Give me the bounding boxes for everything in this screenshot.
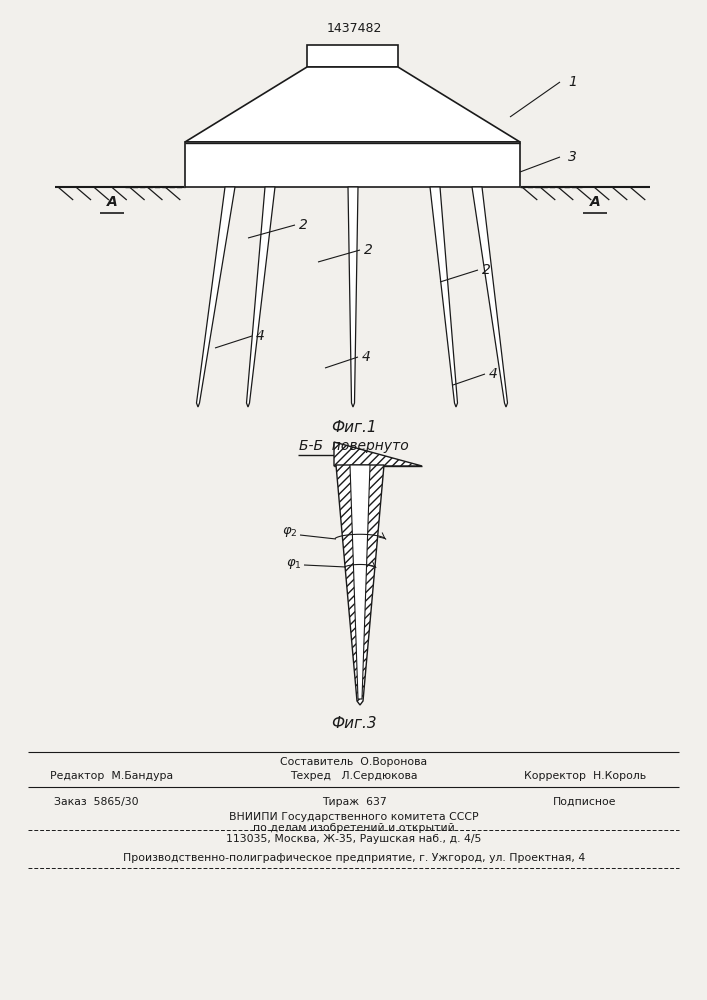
Polygon shape	[307, 45, 398, 67]
Text: по делам изобретений и открытий: по делам изобретений и открытий	[253, 823, 455, 833]
Text: А: А	[590, 195, 600, 209]
Text: Фиг.1: Фиг.1	[331, 420, 377, 436]
Text: 4: 4	[362, 350, 371, 364]
Polygon shape	[472, 187, 508, 407]
Text: Корректор  Н.Король: Корректор Н.Король	[524, 771, 646, 781]
Text: Техред   Л.Сердюкова: Техред Л.Сердюкова	[291, 771, 418, 781]
Text: 4: 4	[256, 329, 265, 343]
Text: А: А	[107, 195, 117, 209]
Text: Фиг.3: Фиг.3	[331, 716, 377, 732]
Polygon shape	[185, 142, 520, 187]
Text: 2: 2	[482, 263, 491, 277]
Text: $\varphi_1$: $\varphi_1$	[286, 557, 302, 571]
Text: 2: 2	[364, 243, 373, 257]
Text: Производственно-полиграфическое предприятие, г. Ужгород, ул. Проектная, 4: Производственно-полиграфическое предприя…	[123, 853, 585, 863]
Text: 3: 3	[568, 150, 577, 164]
Polygon shape	[336, 465, 384, 705]
Polygon shape	[247, 187, 275, 407]
Text: 4: 4	[489, 367, 498, 381]
Polygon shape	[350, 465, 370, 699]
Text: Подписное: Подписное	[554, 797, 617, 807]
Polygon shape	[334, 442, 422, 466]
Polygon shape	[197, 187, 235, 407]
Text: 2: 2	[299, 218, 308, 232]
Polygon shape	[430, 187, 457, 407]
Text: Составитель  О.Воронова: Составитель О.Воронова	[281, 757, 428, 767]
Text: 113035, Москва, Ж-35, Раушская наб., д. 4/5: 113035, Москва, Ж-35, Раушская наб., д. …	[226, 834, 481, 844]
Text: $\varphi_2$: $\varphi_2$	[282, 525, 298, 539]
Text: Б-Б  повернуто: Б-Б повернуто	[299, 439, 409, 453]
Text: 1437482: 1437482	[327, 21, 382, 34]
Text: Тираж  637: Тираж 637	[322, 797, 386, 807]
Text: ВНИИПИ Государственного комитета СССР: ВНИИПИ Государственного комитета СССР	[229, 812, 479, 822]
Text: 1: 1	[568, 75, 577, 89]
Polygon shape	[185, 67, 520, 142]
Text: Заказ  5865/30: Заказ 5865/30	[54, 797, 139, 807]
Text: Редактор  М.Бандура: Редактор М.Бандура	[50, 771, 173, 781]
Polygon shape	[348, 187, 358, 407]
